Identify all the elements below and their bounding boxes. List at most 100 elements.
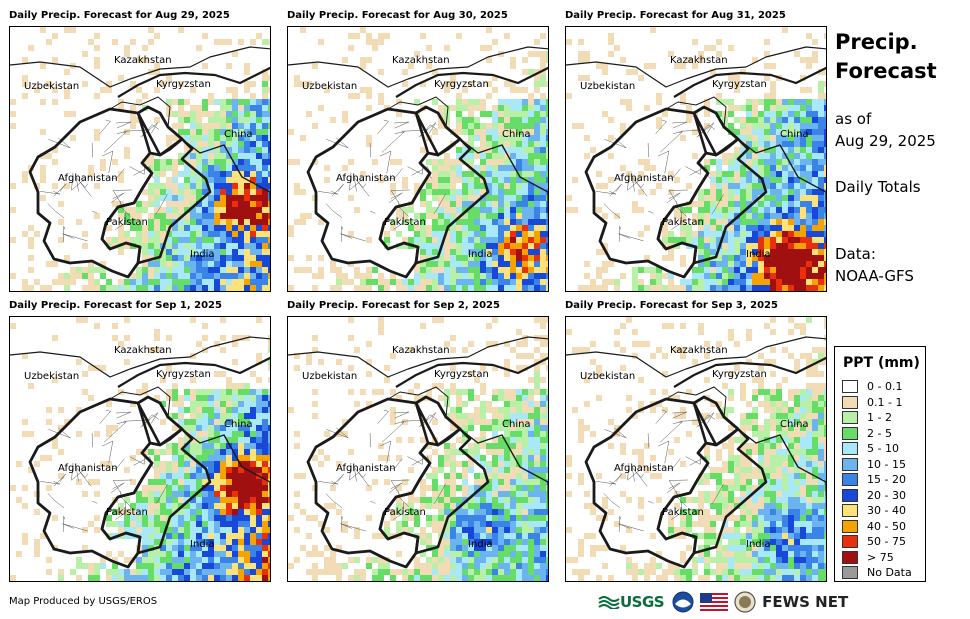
legend-item: 10 - 15 [842,457,906,472]
us-flag-icon [700,593,729,611]
kyrgyzstan-border [673,356,826,388]
data-label: Data: [835,245,876,263]
precip-raster: Kazakhstan Uzbekistan Kyrgyzstan China Afgha… [566,317,826,581]
legend-swatch [842,566,858,579]
afghanistan-border [28,105,184,279]
country-label-kyrgyzstan: Kyrgyzstan [156,79,211,90]
country-label-kyrgyzstan: Kyrgyzstan [156,369,211,380]
legend-swatch [842,395,858,409]
legend-item: 30 - 40 [842,503,906,518]
country-label-uzbekistan: Uzbekistan [302,81,357,92]
country-label-afghanistan: Afghanistan [58,463,118,474]
precip-raster: Kazakhstan Uzbekistan Kyrgyzstan China Afgha… [288,27,548,291]
side-title-line1: Precip. [835,30,918,54]
usgs-text: USGS [620,593,665,611]
legend-item: 2 - 5 [842,426,892,441]
tajikistan-border [665,386,727,418]
kazakhstan-border [10,336,270,378]
legend-swatch [842,473,858,486]
legend-label: 2 - 5 [867,426,892,440]
country-label-afghanistan: Afghanistan [58,173,118,184]
panel-title: Daily Precip. Forecast for Sep 3, 2025 [565,300,778,311]
legend-swatch [842,488,858,502]
country-label-china: China [224,419,253,430]
kyrgyzstan-border [673,66,826,98]
precip-map: Kazakhstan Uzbekistan Kyrgyzstan China Afgha… [9,26,271,292]
panel-title: Daily Precip. Forecast for Aug 30, 2025 [287,10,508,21]
legend: PPT (mm) 0 - 0.1 0.1 - 1 1 - 2 2 - 5 5 - 10 1… [834,346,926,582]
map-credit: Map Produced by USGS/EROS [9,596,158,607]
country-label-kazakhstan: Kazakhstan [114,55,172,66]
india-border [181,138,270,227]
precip-map: Kazakhstan Uzbekistan Kyrgyzstan China Afgha… [287,316,549,582]
legend-item: 50 - 75 [842,534,906,549]
precip-raster: Kazakhstan Uzbekistan Kyrgyzstan China Afgha… [10,317,270,581]
admin-boundaries [318,119,446,242]
legend-swatch [842,380,858,393]
legend-item: 20 - 30 [842,488,906,503]
daily-totals: Daily Totals [835,178,921,196]
legend-item: 0 - 0.1 [842,379,902,394]
country-label-pakistan: Pakistan [662,217,704,228]
country-label-afghanistan: Afghanistan [336,463,396,474]
legend-swatch [842,442,858,455]
legend-label: 20 - 30 [867,488,906,502]
country-label-kyrgyzstan: Kyrgyzstan [712,79,767,90]
tajikistan-border [387,96,449,128]
kazakhstan-border [288,336,548,378]
country-label-afghanistan: Afghanistan [614,463,674,474]
legend-label: 0.1 - 1 [867,395,903,409]
india-border [737,428,826,517]
legend-label: 1 - 2 [867,411,892,424]
country-label-china: China [780,419,809,430]
as-of-date: Aug 29, 2025 [835,132,936,150]
country-label-uzbekistan: Uzbekistan [580,81,635,92]
admin-boundaries [596,409,724,532]
noaa-logo-icon [672,591,694,613]
country-label-uzbekistan: Uzbekistan [24,81,79,92]
precip-map: Kazakhstan Uzbekistan Kyrgyzstan China Afgha… [565,316,827,582]
country-label-india: India [468,539,493,550]
legend-item: 5 - 10 [842,441,899,456]
precip-raster: Kazakhstan Uzbekistan Kyrgyzstan China Afgha… [10,27,270,291]
country-label-china: China [502,419,531,430]
afghanistan-border [306,105,462,279]
india-border [459,428,548,517]
side-title: Precip. Forecast [835,28,937,86]
country-label-pakistan: Pakistan [106,217,148,228]
country-label-kazakhstan: Kazakhstan [392,345,450,356]
country-label-pakistan: Pakistan [384,507,426,518]
country-label-pakistan: Pakistan [662,507,704,518]
state-dept-seal-icon [734,591,756,613]
legend-swatch [842,550,858,564]
country-label-pakistan: Pakistan [384,217,426,228]
country-label-india: India [190,539,215,550]
kazakhstan-border [288,46,548,88]
legend-label: 5 - 10 [867,442,899,455]
country-label-india: India [468,249,493,260]
afghanistan-border [306,395,462,569]
panel-title: Daily Precip. Forecast for Sep 2, 2025 [287,300,500,311]
legend-swatch [842,519,858,533]
country-label-china: China [502,129,531,140]
country-label-china: China [780,129,809,140]
legend-item: 1 - 2 [842,410,892,425]
legend-swatch [842,426,858,440]
legend-label: 10 - 15 [867,457,906,471]
country-label-kyrgyzstan: Kyrgyzstan [712,369,767,380]
fews-net-text: FEWS NET [762,593,849,611]
as-of-label: as of [835,110,872,128]
side-title-line2: Forecast [835,59,937,83]
country-label-kazakhstan: Kazakhstan [392,55,450,66]
country-label-india: India [190,249,215,260]
usgs-logo: USGS [598,593,665,611]
afghanistan-border [28,395,184,569]
country-label-kazakhstan: Kazakhstan [670,345,728,356]
legend-swatch [842,457,858,471]
kazakhstan-border [566,336,826,378]
panel-title: Daily Precip. Forecast for Sep 1, 2025 [9,300,222,311]
logos: USGS FEWS NET [598,590,848,614]
panel-title: Daily Precip. Forecast for Aug 31, 2025 [565,10,786,21]
country-label-uzbekistan: Uzbekistan [302,371,357,382]
india-border [459,138,548,227]
